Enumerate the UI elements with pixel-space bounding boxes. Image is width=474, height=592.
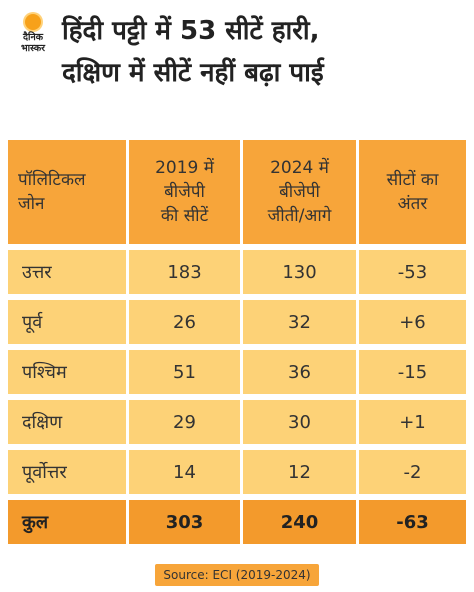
headline-line1: हिंदी पट्टी में 53 सीटें हारी, bbox=[62, 16, 320, 46]
table-cell-r3-c3: +1 bbox=[356, 400, 466, 444]
table-cell-r4-c0: पूर्वोत्तर bbox=[8, 450, 126, 494]
total-cell-3: -63 bbox=[356, 500, 466, 544]
table-cell-r1-c0: पूर्व bbox=[8, 300, 126, 344]
header-line: 2019 में bbox=[155, 158, 214, 178]
table-cell-r1-c3: +6 bbox=[356, 300, 466, 344]
table-cell-r0-c0: उत्तर bbox=[8, 250, 126, 294]
table-cell-r2-c0: पश्चिम bbox=[8, 350, 126, 394]
table-cell-r3-c2: 30 bbox=[240, 400, 356, 444]
header-line: अंतर bbox=[397, 194, 428, 214]
total-cell-2: 240 bbox=[240, 500, 356, 544]
header-text-2: 2024 में बीजेपी जीती/आगे bbox=[268, 156, 332, 228]
header-line: बीजेपी bbox=[279, 182, 320, 202]
table-cell-r0-c1: 183 bbox=[126, 250, 240, 294]
table-cell-r1-c1: 26 bbox=[126, 300, 240, 344]
header-cell-1: 2019 में बीजेपी की सीटें bbox=[126, 140, 240, 244]
header-text-0: पॉलिटिकल जोन bbox=[18, 168, 86, 216]
header-cell-2: 2024 में बीजेपी जीती/आगे bbox=[240, 140, 356, 244]
header-line: जोन bbox=[18, 194, 45, 214]
header-cell-3: सीटों का अंतर bbox=[356, 140, 466, 244]
headline-line2: दक्षिण में सीटें नहीं बढ़ा पाई bbox=[62, 58, 324, 88]
total-cell-1: 303 bbox=[126, 500, 240, 544]
header-line: 2024 में bbox=[270, 158, 329, 178]
dainik-bhaskar-logo: दैनिक भास्कर bbox=[12, 14, 54, 56]
table-cell-r2-c1: 51 bbox=[126, 350, 240, 394]
header-line: सीटों का bbox=[386, 170, 439, 190]
table-cell-r4-c1: 14 bbox=[126, 450, 240, 494]
sun-icon bbox=[25, 14, 41, 30]
table-cell-r0-c3: -53 bbox=[356, 250, 466, 294]
header-line: पॉलिटिकल bbox=[18, 170, 86, 190]
table-cell-r3-c0: दक्षिण bbox=[8, 400, 126, 444]
header-line: बीजेपी bbox=[164, 182, 205, 202]
table-cell-r4-c2: 12 bbox=[240, 450, 356, 494]
table-cell-r2-c3: -15 bbox=[356, 350, 466, 394]
table-cell-r3-c1: 29 bbox=[126, 400, 240, 444]
header-cell-0: पॉलिटिकल जोन bbox=[8, 140, 126, 244]
table-cell-r1-c2: 32 bbox=[240, 300, 356, 344]
table-cell-r4-c3: -2 bbox=[356, 450, 466, 494]
table-cell-r2-c2: 36 bbox=[240, 350, 356, 394]
source-label: Source: ECI (2019-2024) bbox=[155, 564, 319, 586]
logo-text-line2: भास्कर bbox=[20, 43, 46, 54]
logo-text-line1: दैनिक bbox=[22, 32, 44, 43]
header-line: की सीटें bbox=[160, 206, 209, 226]
header-line: जीती/आगे bbox=[267, 206, 332, 226]
headline: हिंदी पट्टी में 53 सीटें हारी, दक्षिण मे… bbox=[62, 10, 462, 94]
header-text-1: 2019 में बीजेपी की सीटें bbox=[155, 156, 214, 228]
total-cell-0: कुल bbox=[8, 500, 126, 544]
table-cell-r0-c2: 130 bbox=[240, 250, 356, 294]
header-text-3: सीटों का अंतर bbox=[387, 168, 439, 216]
seats-table: पॉलिटिकल जोन 2019 में बीजेपी की सीटें 2024 मे… bbox=[8, 140, 466, 544]
